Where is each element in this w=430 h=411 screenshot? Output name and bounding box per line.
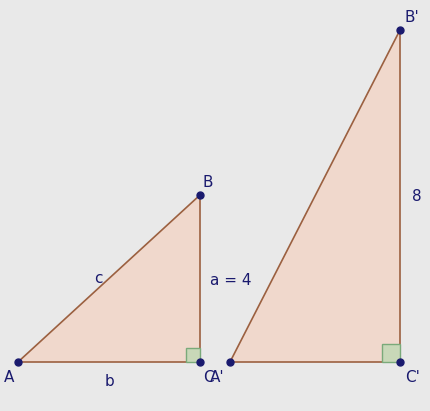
Polygon shape	[18, 195, 200, 362]
Text: a = 4: a = 4	[210, 272, 252, 288]
Text: A': A'	[210, 370, 225, 385]
Text: b: b	[105, 374, 115, 389]
Text: A: A	[3, 370, 14, 385]
Text: B: B	[203, 175, 214, 190]
Polygon shape	[186, 348, 200, 362]
Text: c: c	[94, 270, 102, 286]
Text: 8: 8	[412, 189, 422, 203]
Polygon shape	[382, 344, 400, 362]
Polygon shape	[230, 30, 400, 362]
Text: B': B'	[405, 10, 420, 25]
Text: C': C'	[405, 370, 420, 385]
Text: C: C	[203, 370, 214, 385]
